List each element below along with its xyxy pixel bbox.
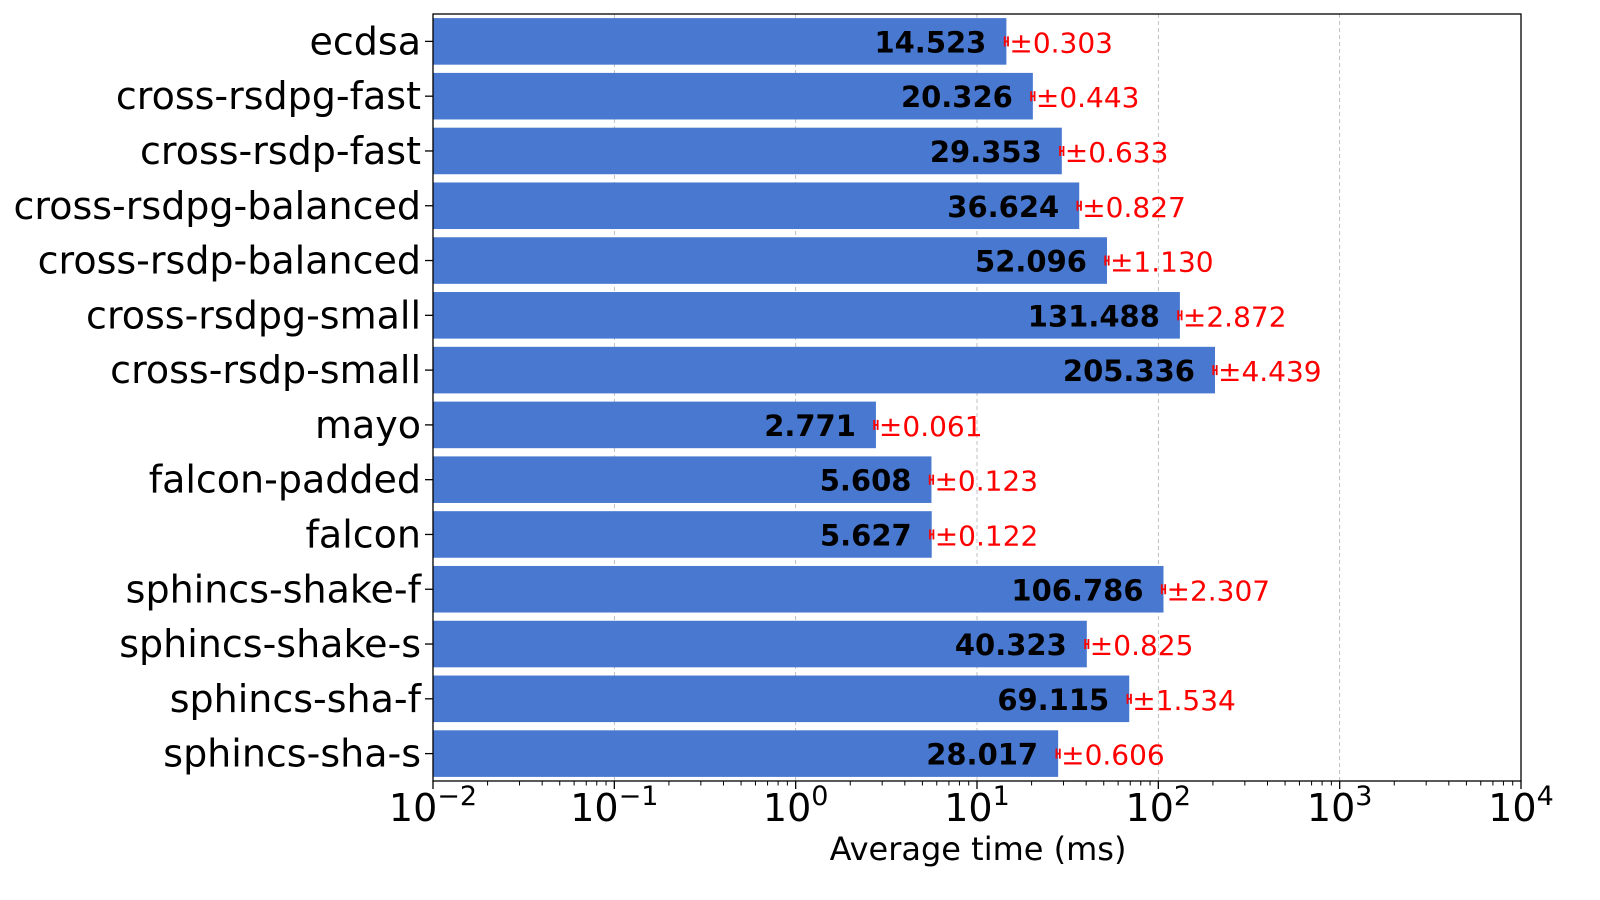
bar xyxy=(433,675,1130,723)
value-label: 131.488 xyxy=(1028,299,1160,333)
category-label: cross-rsdp-small xyxy=(110,348,421,392)
bar xyxy=(433,401,876,449)
error-label: ±0.061 xyxy=(879,410,983,443)
value-label: 36.624 xyxy=(947,190,1059,224)
category-label: cross-rsdpg-small xyxy=(86,293,421,337)
category-label: sphincs-sha-f xyxy=(170,677,423,721)
x-tick-label: 103 xyxy=(1307,781,1373,830)
category-label: sphincs-sha-s xyxy=(163,732,421,776)
category-label: falcon xyxy=(306,512,421,556)
bar xyxy=(433,730,1059,777)
category-label: falcon-padded xyxy=(149,458,421,502)
bar xyxy=(433,565,1164,613)
category-label: sphincs-shake-s xyxy=(119,622,421,666)
category-label: mayo xyxy=(315,403,421,447)
value-label: 205.336 xyxy=(1063,354,1195,388)
category-label: sphincs-shake-f xyxy=(126,567,423,611)
x-axis-ticks: 10−2 10−1 100 101 102 103 104 xyxy=(389,40,1554,830)
x-tick-label: 100 xyxy=(763,781,829,830)
bar xyxy=(433,346,1215,394)
x-tick-label: 101 xyxy=(944,781,1010,830)
category-label: cross-rsdp-balanced xyxy=(38,239,421,283)
value-label: 2.771 xyxy=(764,409,856,443)
value-label: 52.096 xyxy=(975,245,1087,279)
value-label: 29.353 xyxy=(930,135,1042,169)
error-label: ±1.130 xyxy=(1110,246,1214,279)
error-label: ±2.307 xyxy=(1167,574,1271,607)
bar xyxy=(433,72,1033,120)
error-label: ±4.439 xyxy=(1218,355,1322,388)
x-tick-label: 102 xyxy=(1126,781,1192,830)
bar xyxy=(433,18,1007,65)
value-label: 40.323 xyxy=(955,628,1067,662)
error-label: ±0.825 xyxy=(1090,629,1194,662)
x-axis-title: Average time (ms) xyxy=(830,830,1127,868)
category-label: cross-rsdp-fast xyxy=(140,129,421,173)
error-label: ±2.872 xyxy=(1183,300,1287,333)
x-tick-label: 10−1 xyxy=(570,781,658,830)
value-label: 106.786 xyxy=(1011,573,1143,607)
error-label: ±0.827 xyxy=(1082,191,1186,224)
x-tick-label: 10−2 xyxy=(389,781,477,830)
y-axis-category-labels: ecdsa cross-rsdpg-fast cross-rsdp-fast cros… xyxy=(14,19,423,775)
error-label: ±0.123 xyxy=(934,465,1038,498)
error-label: ±0.606 xyxy=(1061,739,1165,772)
value-label: 28.017 xyxy=(926,738,1038,772)
category-label: cross-rsdpg-fast xyxy=(116,74,421,118)
x-tick-label: 104 xyxy=(1488,781,1554,830)
error-label: ±0.303 xyxy=(1009,26,1113,59)
bar xyxy=(433,456,932,503)
error-bars xyxy=(873,36,1218,759)
value-label: 69.115 xyxy=(997,683,1109,717)
error-label: ±1.534 xyxy=(1132,684,1236,717)
bar xyxy=(433,127,1062,175)
value-label: 14.523 xyxy=(874,25,986,59)
category-label: ecdsa xyxy=(310,19,421,63)
bar xyxy=(433,620,1087,668)
error-label: ±0.122 xyxy=(935,519,1039,552)
error-label: ±0.633 xyxy=(1065,136,1169,169)
error-label: ±0.443 xyxy=(1036,81,1140,114)
bar xyxy=(433,292,1180,339)
value-label: 20.326 xyxy=(901,80,1013,114)
data-labels: 14.523 ±0.303 20.326 ±0.443 29.353 ±0.63336.6… xyxy=(764,25,1321,771)
value-label: 5.627 xyxy=(820,518,912,552)
bar xyxy=(433,511,932,558)
value-label: 5.608 xyxy=(820,464,912,498)
bar xyxy=(433,237,1107,284)
bars xyxy=(433,18,1215,777)
category-label: cross-rsdpg-balanced xyxy=(14,184,421,228)
bar xyxy=(433,182,1080,230)
